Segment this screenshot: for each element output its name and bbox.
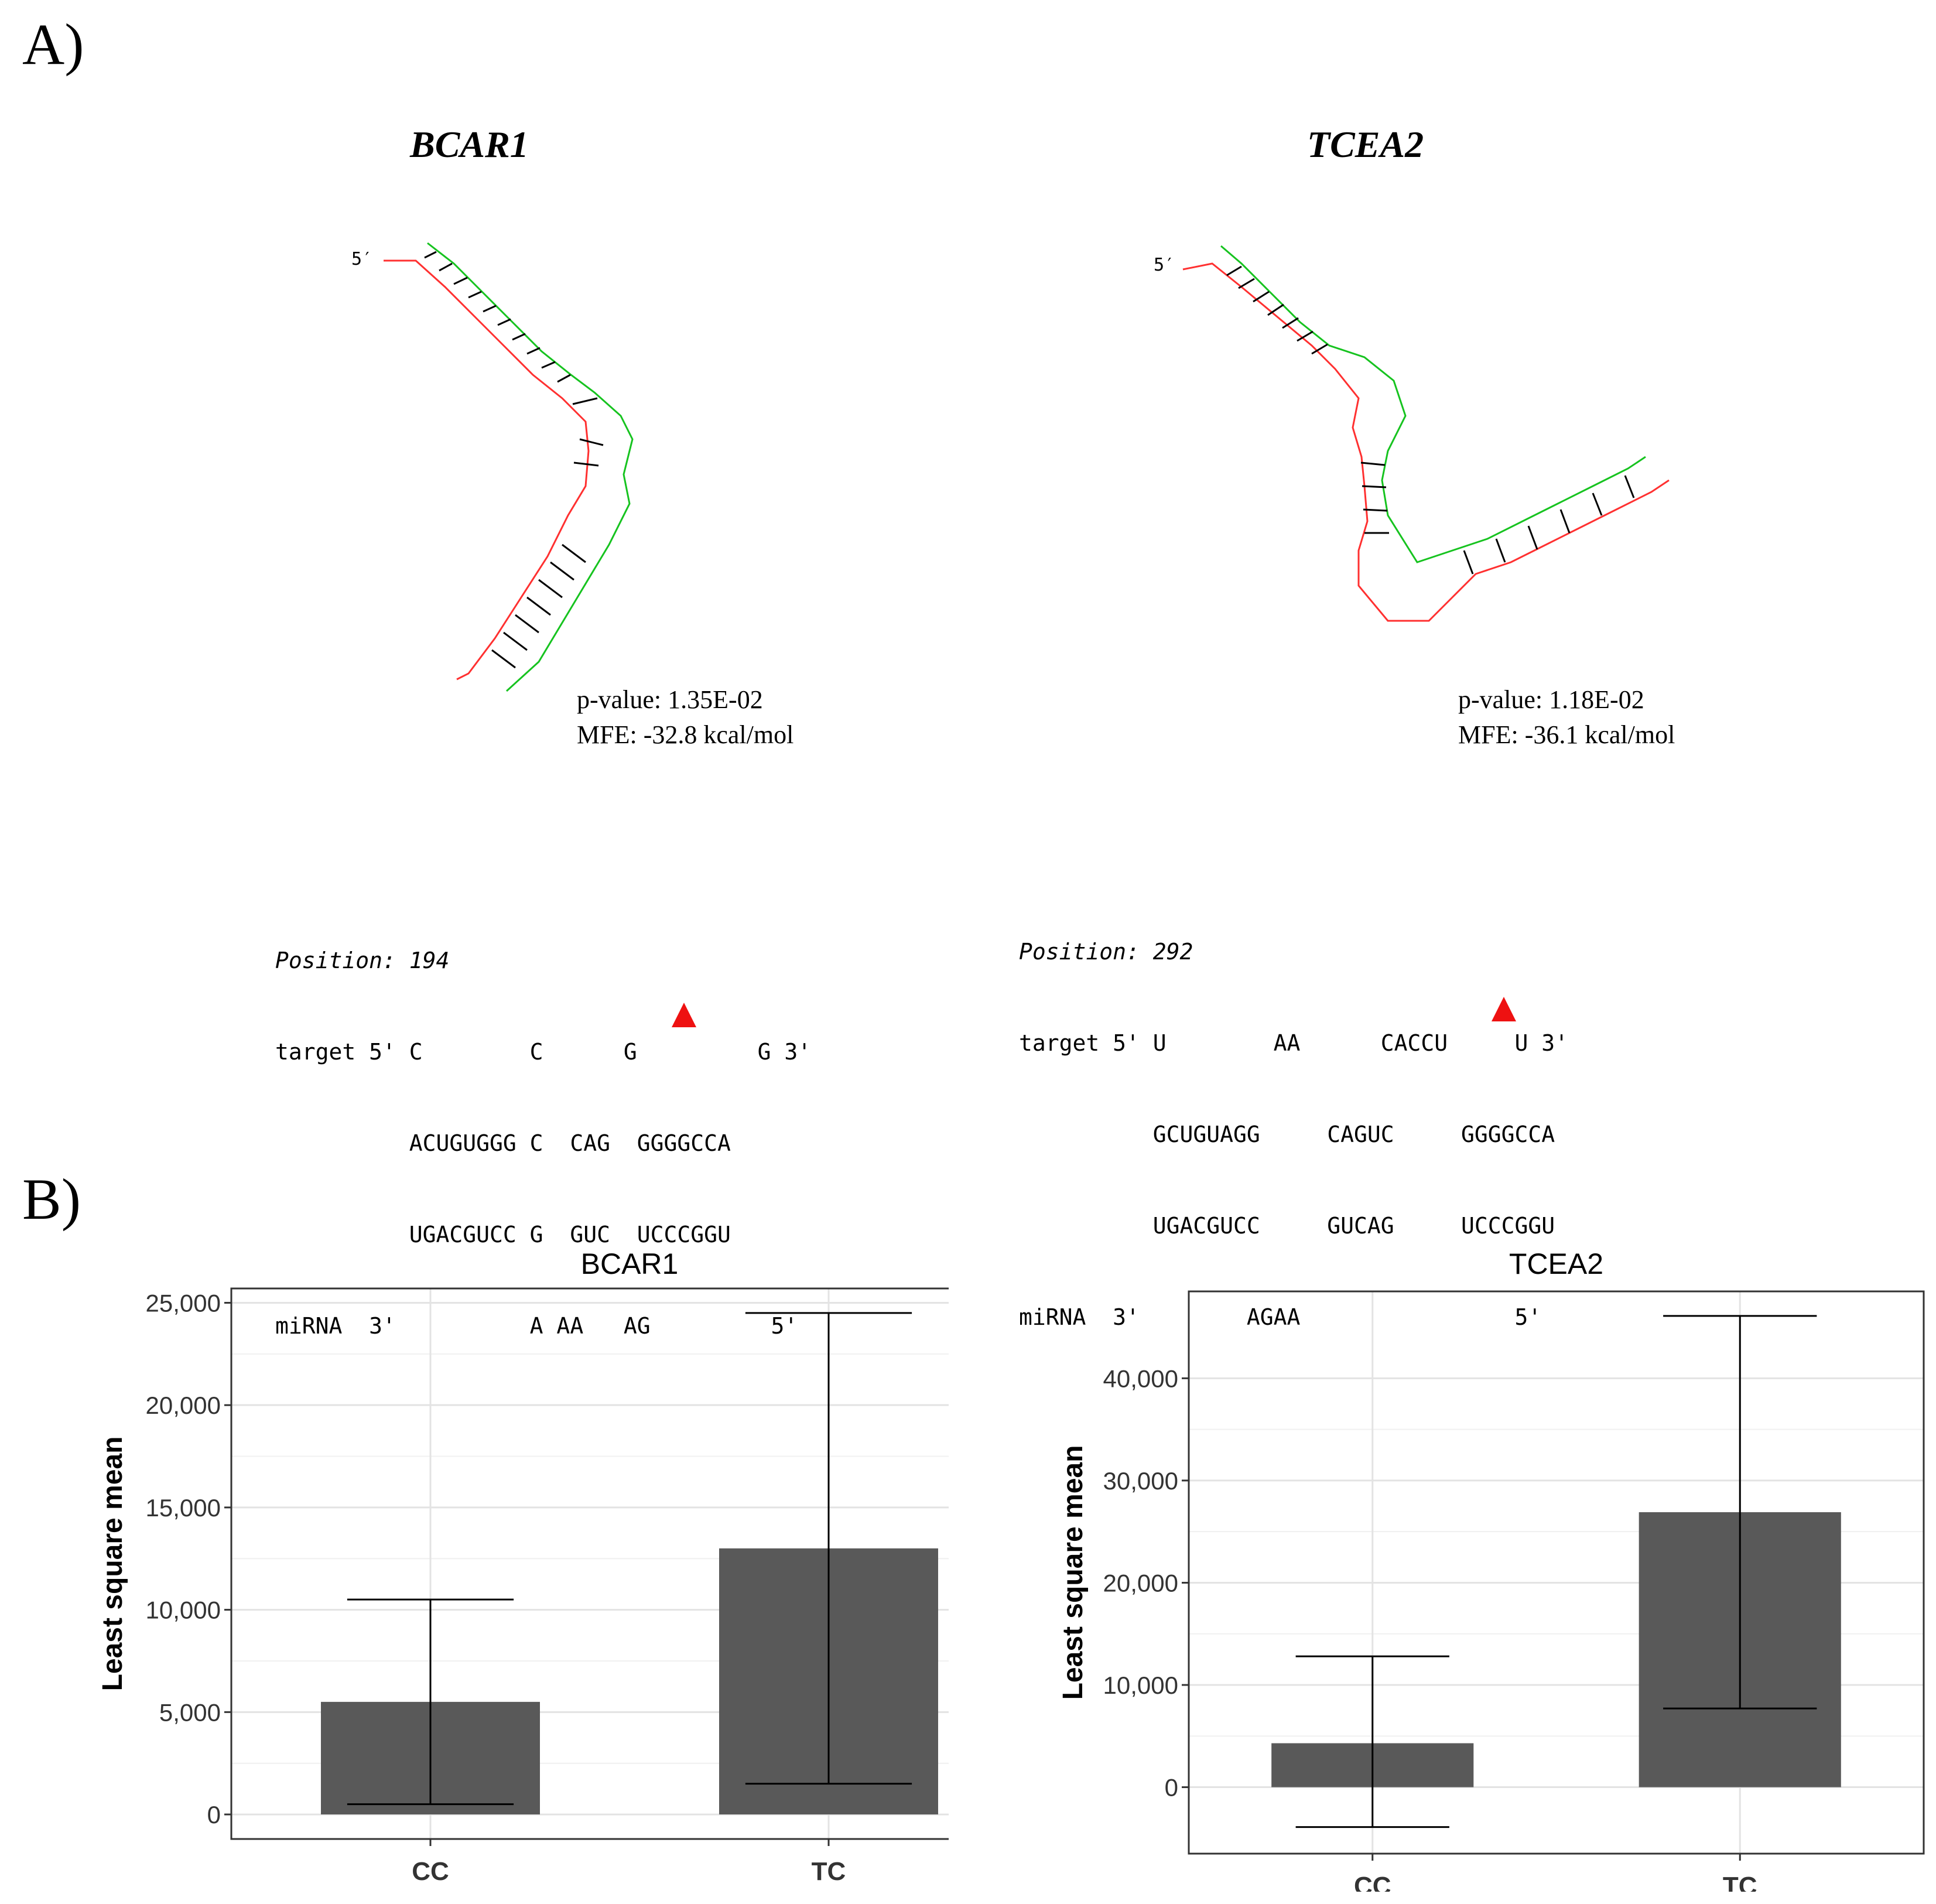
y-axis-label: Least square mean [97,1437,128,1691]
y-tick-label: 20,000 [1103,1569,1178,1597]
tcea2-alignment-target-pairs: GCUGUAGG CAGUC GGGGCCA [1019,1122,1555,1147]
tcea2-pvalue: p-value: 1.18E-02 [1458,685,1644,714]
tcea2-bar-chart: TCEA2 0 10,000 20,000 30,000 40,000 CC TC Least … [1058,1247,1925,1892]
bcar1-alignment-target-line: target 5' C C G G 3' [275,1039,812,1065]
y-tick-label: 10,000 [146,1597,221,1624]
bcar1-cleavage-marker [672,1003,696,1027]
tcea2-stats: p-value: 1.18E-02 MFE: -36.1 kcal/mol [1458,682,1675,753]
tcea2-cleavage-marker [1492,997,1516,1021]
bcar1-pvalue: p-value: 1.35E-02 [577,685,763,714]
tcea2-base-pairs [1226,265,1635,575]
y-tick-label: 20,000 [146,1392,221,1419]
y-tick-label: 30,000 [1103,1467,1178,1495]
y-tick-label: 15,000 [146,1494,221,1522]
tcea2-alignment-target-line: target 5' U AA CACCU U 3' [1019,1030,1568,1056]
x-tick-label: TC [812,1857,846,1886]
bcar1-mirna-strand [427,242,634,692]
bcar1-alignment-mirna-pairs: UGACGUCC G GUC UCCCGGU [275,1222,731,1247]
x-tick-label: CC [412,1857,449,1886]
bcar1-five-prime-label: 5′ [351,249,372,269]
bcar1-target-strand [384,259,590,681]
x-tick-label: TC [1723,1872,1757,1892]
y-axis-label: Least square mean [1058,1445,1089,1700]
chart-title: BCAR1 [581,1247,679,1280]
tcea2-alignment-mirna-line: miRNA 3' AGAA 5' [1019,1304,1542,1330]
panel-b-label: B) [22,1167,81,1232]
bcar1-structure-title: BCAR1 [410,124,529,165]
y-tick-label: 0 [207,1801,221,1828]
bcar1-alignment-mirna-line: miRNA 3' A AA AG 5' [275,1313,798,1339]
tcea2-alignment-mirna-pairs: UGACGUCC GUCAG UCCCGGU [1019,1213,1555,1239]
chart-title: TCEA2 [1509,1247,1603,1280]
tcea2-rna-structure: 5′ [1154,245,1670,622]
bcar1-bar-chart: BCAR1 0 5,000 10,000 15,000 20,000 25,000 CC TC L… [97,1247,949,1886]
tcea2-alignment-position: Position: 292 [1019,939,1193,965]
tcea2-mirna-strand [1220,245,1646,563]
y-tick-label: 5,000 [159,1698,221,1726]
bcar1-alignment-position: Position: 194 [275,948,450,973]
y-tick-label: 25,000 [146,1289,221,1317]
y-tick-label: 0 [1165,1774,1178,1802]
bcar1-alignment: Position: 194 target 5' C C G G 3' ACUGU… [275,884,811,1372]
y-tick-label: 10,000 [1103,1671,1178,1699]
bcar1-rna-structure: 5′ [351,242,634,692]
panel-a-label: A) [22,12,84,77]
y-tick-label: 40,000 [1103,1365,1178,1392]
plot-border [1188,1290,1925,1855]
tcea2-mfe: MFE: -36.1 kcal/mol [1458,720,1675,749]
tcea2-structure-title: TCEA2 [1307,124,1424,165]
bcar1-mfe: MFE: -32.8 kcal/mol [577,720,794,749]
x-tick-label: CC [1354,1872,1391,1892]
tcea2-target-strand [1182,262,1670,622]
tcea2-alignment: Position: 292 target 5' U AA CACCU U 3' … [1019,876,1568,1363]
bcar1-base-pairs [424,251,604,669]
bcar1-stats: p-value: 1.35E-02 MFE: -32.8 kcal/mol [577,682,793,753]
bcar1-alignment-target-pairs: ACUGUGGG C CAG GGGGCCA [275,1130,731,1156]
tcea2-five-prime-label: 5′ [1154,255,1175,275]
plot-border [230,1287,949,1840]
